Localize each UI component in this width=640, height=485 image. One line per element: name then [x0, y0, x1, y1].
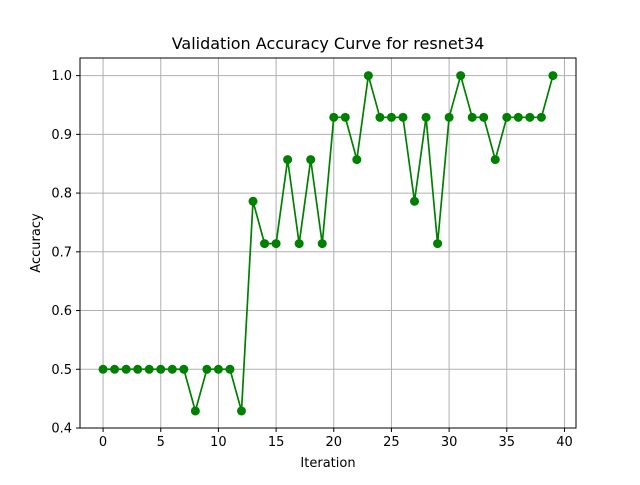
accuracy-point [133, 364, 143, 374]
accuracy-point [548, 71, 558, 81]
accuracy-point [444, 112, 454, 122]
y-tick-label: 1.0 [51, 69, 72, 84]
accuracy-point [317, 239, 327, 249]
accuracy-point [502, 112, 512, 122]
y-tick-label: 0.4 [51, 422, 72, 437]
accuracy-line [103, 74, 554, 412]
accuracy-point [467, 112, 477, 122]
accuracy-point [525, 112, 535, 122]
y-tick-label: 0.9 [51, 128, 72, 143]
accuracy-point [225, 364, 235, 374]
plot-frame [79, 57, 577, 429]
accuracy-point [98, 364, 108, 374]
accuracy-point [433, 239, 443, 249]
accuracy-point [306, 155, 316, 165]
accuracy-point [236, 406, 246, 416]
y-tick-label: 0.7 [51, 245, 72, 260]
accuracy-point [110, 364, 120, 374]
y-tick-label: 0.6 [51, 304, 72, 319]
accuracy-point [190, 406, 200, 416]
accuracy-point [283, 155, 293, 165]
x-tick-label: 15 [268, 435, 285, 450]
x-tick-label: 30 [441, 435, 458, 450]
x-tick-label: 20 [325, 435, 342, 450]
accuracy-point [421, 112, 431, 122]
y-tick-label: 0.8 [51, 187, 72, 202]
accuracy-point [363, 71, 373, 81]
accuracy-point [202, 364, 212, 374]
accuracy-point [294, 239, 304, 249]
accuracy-point [121, 364, 131, 374]
accuracy-point [271, 239, 281, 249]
accuracy-point [386, 112, 396, 122]
accuracy-point [513, 112, 523, 122]
accuracy-point [490, 155, 500, 165]
accuracy-point [410, 196, 420, 206]
x-tick-label: 35 [499, 435, 516, 450]
accuracy-point [536, 112, 546, 122]
accuracy-point [340, 112, 350, 122]
x-tick-label: 5 [157, 435, 165, 450]
accuracy-point [167, 364, 177, 374]
accuracy-point [156, 364, 166, 374]
y-tick-label: 0.5 [51, 363, 72, 378]
x-tick-label: 25 [383, 435, 400, 450]
accuracy-point [329, 112, 339, 122]
accuracy-point [456, 71, 466, 81]
accuracy-point [375, 112, 385, 122]
x-tick-label: 0 [99, 435, 107, 450]
y-axis-label: Accuracy [29, 213, 44, 273]
chart-title: Validation Accuracy Curve for resnet34 [172, 34, 485, 53]
accuracy-point [144, 364, 154, 374]
accuracy-point [398, 112, 408, 122]
x-tick-label: 10 [210, 435, 227, 450]
accuracy-point [248, 196, 258, 206]
accuracy-point [179, 364, 189, 374]
series-layer [98, 71, 558, 416]
accuracy-point [352, 155, 362, 165]
x-tick-label: 40 [556, 435, 573, 450]
ticks: 0 5 10 15 20 25 30 35 40 0.4 0.5 0.6 0.7 0.8 0.9 1.0 [51, 69, 572, 450]
accuracy-point [479, 112, 489, 122]
accuracy-point [260, 239, 270, 249]
accuracy-point [213, 364, 223, 374]
x-axis-label: Iteration [300, 456, 355, 471]
